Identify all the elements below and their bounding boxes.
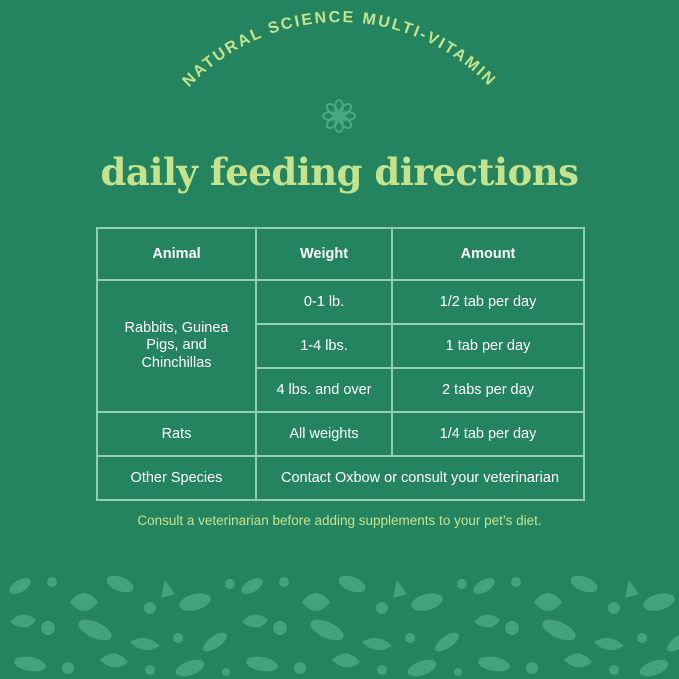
- header-animal: Animal: [96, 227, 257, 281]
- table-row: Rabbits, Guinea Pigs, and Chinchillas 0-…: [96, 279, 585, 413]
- animal-other: Other Species: [96, 455, 257, 501]
- animal-rabbits-cell: Rabbits, Guinea Pigs, and Chinchillas: [96, 279, 257, 413]
- weight-cell: All weights: [255, 411, 393, 457]
- headline: daily feeding directions: [100, 150, 579, 194]
- header-weight: Weight: [255, 227, 393, 281]
- header-row: Animal Weight Amount: [96, 227, 585, 281]
- amount-cell: 1/4 tab per day: [391, 411, 585, 457]
- disclaimer-note: Consult a veterinarian before adding sup…: [137, 513, 542, 528]
- weight-cell: 0-1 lb.: [255, 279, 393, 325]
- decorative-pattern: [9, 572, 679, 679]
- amount-cell: 1/2 tab per day: [391, 279, 585, 325]
- arc-title-text: NATURAL SCIENCE MULTI-VITAMIN: [180, 9, 498, 90]
- svg-text:NATURAL SCIENCE MULTI-VITAMIN: NATURAL SCIENCE MULTI-VITAMIN: [180, 9, 500, 90]
- table-row: 1-4 lbs. 1 tab per day: [97, 323, 585, 369]
- other-species-instruction: Contact Oxbow or consult your veterinari…: [255, 455, 585, 501]
- table-row: Other Species Contact Oxbow or consult y…: [96, 455, 585, 501]
- table-row: Rats All weights 1/4 tab per day: [96, 411, 585, 457]
- animal-rabbits: Rabbits, Guinea Pigs, and Chinchillas: [124, 319, 229, 371]
- table-row: 4 lbs. and over 2 tabs per day: [97, 367, 585, 413]
- header-amount: Amount: [391, 227, 585, 281]
- animal-rats: Rats: [96, 411, 257, 457]
- weight-cell: 1-4 lbs.: [255, 323, 393, 369]
- weight-cell: 4 lbs. and over: [255, 367, 393, 413]
- arc-title: NATURAL SCIENCE MULTI-VITAMIN: [180, 9, 500, 90]
- amount-cell: 1 tab per day: [391, 323, 585, 369]
- flower-icon: [322, 99, 356, 133]
- feeding-table: Animal Weight Amount Rabbits, Guinea Pig…: [96, 227, 585, 501]
- amount-cell: 2 tabs per day: [391, 367, 585, 413]
